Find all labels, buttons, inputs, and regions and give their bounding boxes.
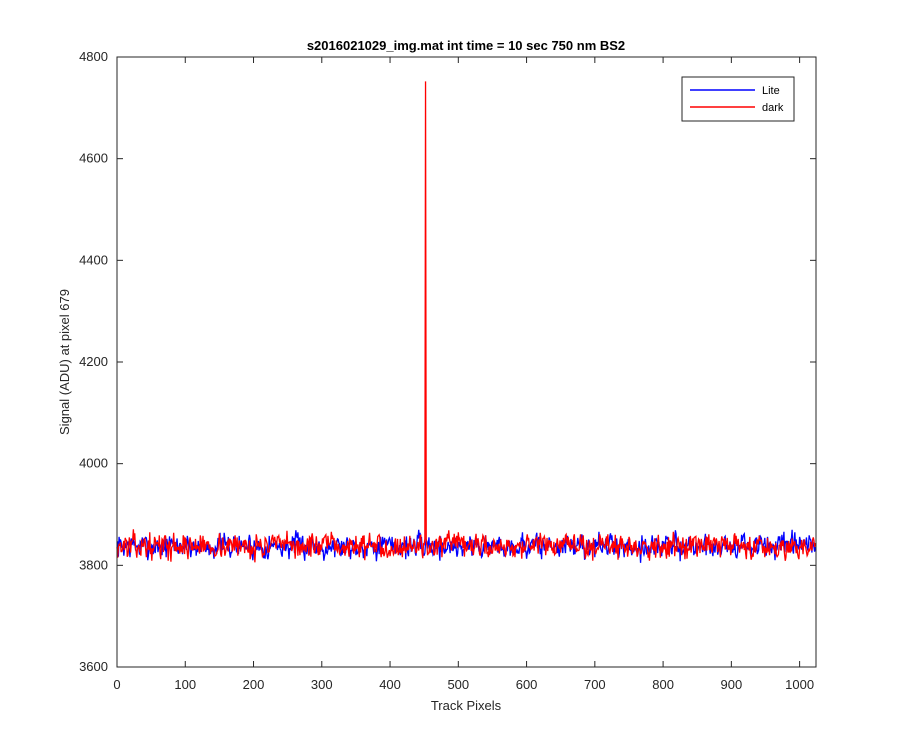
y-tick-label: 4000 (79, 456, 108, 471)
x-tick-label: 800 (652, 677, 674, 692)
legend-entry-dark: dark (762, 102, 784, 114)
x-tick-label: 300 (311, 677, 333, 692)
y-axis-label: Signal (ADU) at pixel 679 (57, 289, 72, 435)
y-tick-label: 4400 (79, 252, 108, 267)
x-tick-label: 700 (584, 677, 606, 692)
x-tick-label: 600 (516, 677, 538, 692)
x-tick-label: 200 (243, 677, 265, 692)
y-axis: 3600 3800 4000 4200 4400 4600 4800 (79, 49, 816, 674)
x-tick-label: 900 (721, 677, 743, 692)
x-tick-label: 400 (379, 677, 401, 692)
series-layer (116, 81, 816, 563)
y-tick-label: 3800 (79, 557, 108, 572)
x-tick-label: 100 (174, 677, 196, 692)
chart-title: s2016021029_img.mat int time = 10 sec 75… (307, 38, 625, 53)
plot-area (117, 57, 816, 667)
legend-entry-lite: Lite (762, 85, 780, 97)
series-line-dark (116, 81, 816, 563)
x-tick-label: 1000 (785, 677, 814, 692)
x-tick-label: 500 (447, 677, 469, 692)
legend: Lite dark (681, 76, 795, 122)
y-tick-label: 3600 (79, 659, 108, 674)
y-tick-label: 4200 (79, 354, 108, 369)
x-axis-label: Track Pixels (431, 698, 502, 713)
y-tick-label: 4800 (79, 49, 108, 64)
y-tick-label: 4600 (79, 151, 108, 166)
x-tick-label: 0 (113, 677, 120, 692)
legend-box (681, 76, 795, 122)
x-axis: 0 100 200 300 400 500 600 700 800 900 1000 (113, 57, 814, 692)
